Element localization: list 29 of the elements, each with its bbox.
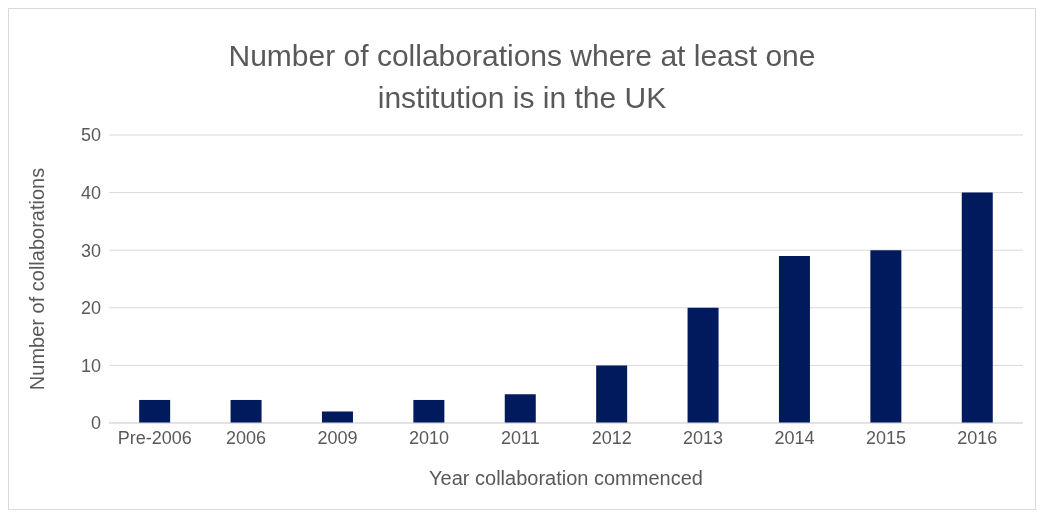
bar — [778, 255, 810, 423]
y-tick-label: 30 — [80, 240, 101, 261]
x-tick-label: 2011 — [500, 427, 540, 448]
y-tick-label: 40 — [80, 182, 101, 203]
chart-title: Number of collaborations where at least one institution is in the UK — [227, 38, 817, 116]
bar — [961, 192, 993, 423]
x-tick-label: 2016 — [957, 427, 998, 448]
y-tick-label: 10 — [80, 355, 101, 376]
x-tick-label: 2012 — [591, 427, 632, 448]
bar — [687, 307, 719, 423]
x-axis-title: Year collaboration commenced — [429, 467, 703, 489]
x-tick-label: 2010 — [408, 427, 449, 448]
y-tick-label: 0 — [90, 413, 101, 434]
bar — [230, 399, 262, 423]
bar — [596, 365, 628, 423]
x-tick-label: Pre-2006 — [117, 427, 192, 448]
y-tick-label: 50 — [80, 125, 101, 146]
y-axis-title: Number of collaborations — [26, 167, 49, 391]
x-tick-label: 2006 — [226, 427, 267, 448]
y-tick-label: 20 — [80, 298, 101, 319]
bar — [870, 250, 902, 423]
bar — [413, 399, 445, 423]
x-tick-label: 2014 — [774, 427, 815, 448]
bar — [504, 394, 536, 423]
bar — [139, 399, 171, 423]
x-tick-label: 2013 — [683, 427, 724, 448]
bar — [321, 411, 353, 423]
x-tick-label: 2009 — [317, 427, 358, 448]
x-tick-label: 2015 — [865, 427, 906, 448]
